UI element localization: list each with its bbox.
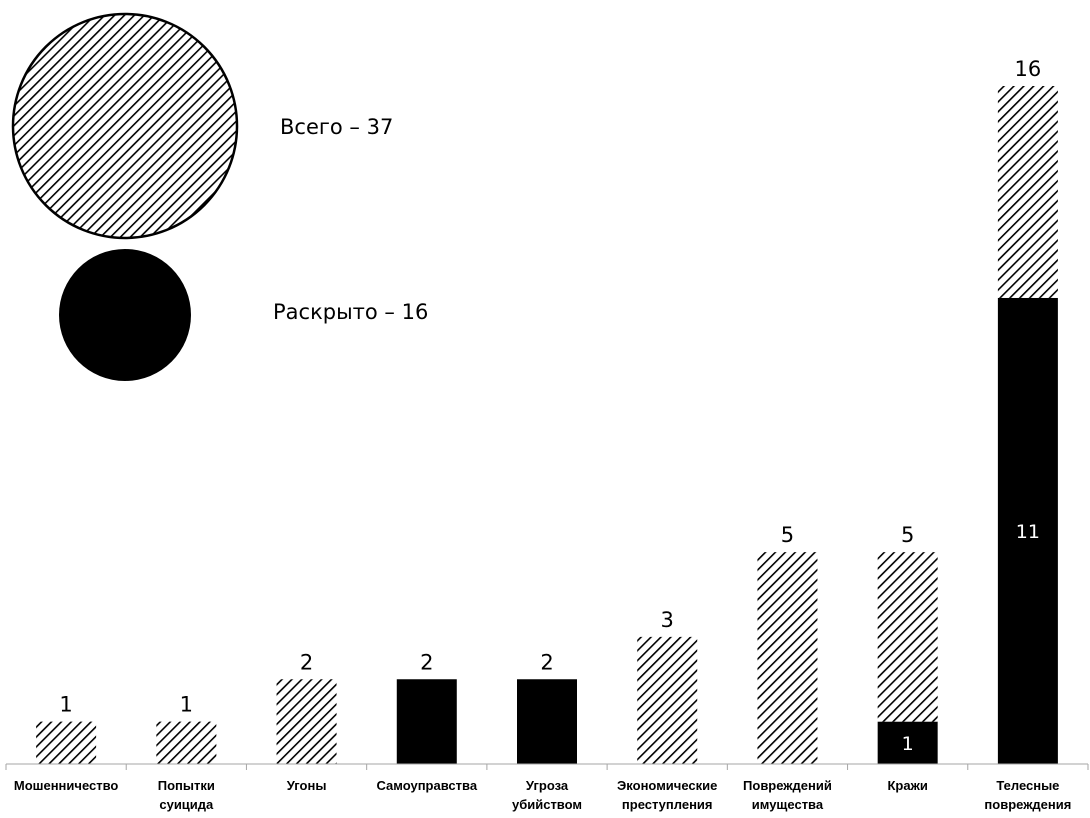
category-label: Попытки суицида [158, 778, 215, 812]
data-label-total: 1 [180, 693, 193, 717]
data-label-total: 16 [1015, 57, 1042, 81]
category-label: Кражи [888, 778, 928, 793]
bar-total [156, 721, 217, 764]
category-label: Повреждений имущества [743, 778, 832, 812]
bar-solved [396, 679, 457, 764]
data-label-total: 3 [661, 608, 674, 632]
bar-total [757, 552, 818, 764]
category-label: Телесные повреждения [984, 778, 1071, 812]
bar-total [877, 552, 938, 722]
legend-solved-marker [59, 249, 191, 381]
data-label-solved: 11 [1016, 521, 1040, 543]
data-label-total: 2 [420, 650, 433, 674]
category-label: Экономические преступления [617, 778, 717, 812]
legend-total-marker [11, 12, 239, 240]
bar-total [637, 636, 698, 764]
bar-solved [877, 721, 938, 764]
bar-solved [517, 679, 577, 764]
legend-solved-label: Раскрыто – 16 [273, 300, 428, 324]
category-labels: Мошенничество Попытки суицида Угоны Самоупра… [14, 778, 1071, 812]
category-label: Самоуправства [376, 778, 477, 793]
data-label-solved: 1 [902, 733, 914, 755]
data-label-total: 2 [540, 650, 553, 674]
legend: Всего – 37 Раскрыто – 16 [11, 12, 428, 381]
category-label: Мошенничество [14, 778, 119, 793]
data-label-total: 1 [59, 693, 72, 717]
legend-total-label: Всего – 37 [280, 115, 393, 139]
bar-total [276, 679, 337, 764]
category-label: Угроза убийством [512, 778, 582, 812]
data-label-total: 2 [300, 650, 313, 674]
data-label-total: 5 [901, 523, 914, 547]
bar-solved [997, 297, 1058, 764]
category-label: Угоны [287, 778, 327, 793]
bar-total [36, 721, 97, 764]
x-axis-ticks [5, 764, 1089, 770]
data-label-total: 5 [781, 523, 794, 547]
bar-total [997, 86, 1058, 298]
